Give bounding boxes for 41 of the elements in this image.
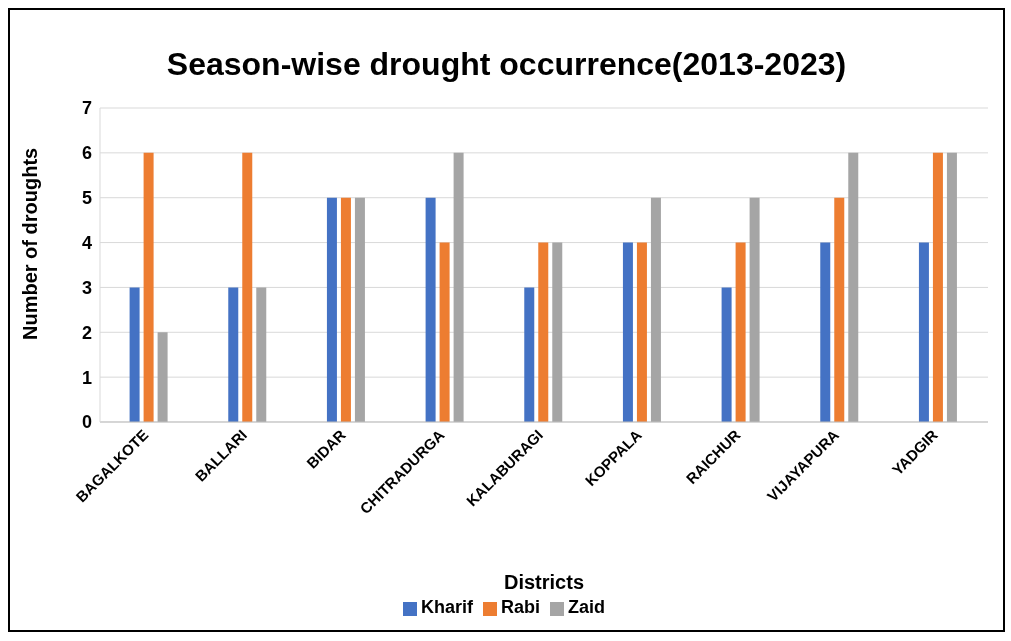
bar <box>735 242 746 422</box>
y-tick-label: 2 <box>81 322 92 343</box>
bar <box>946 152 957 422</box>
y-tick-label: 6 <box>81 143 92 164</box>
bar <box>552 242 563 422</box>
bar <box>749 197 760 422</box>
bar <box>143 152 154 422</box>
bar <box>256 287 267 422</box>
bar <box>848 152 859 422</box>
x-axis-title: Districts <box>503 571 585 593</box>
bar <box>622 242 633 422</box>
bar <box>834 197 845 422</box>
bar <box>538 242 549 422</box>
y-axis-title: Number of droughts <box>19 147 42 340</box>
y-tick-label: 7 <box>81 98 92 119</box>
bar <box>636 242 647 422</box>
bar <box>650 197 661 422</box>
y-tick-label: 3 <box>81 277 92 298</box>
legend-label: Rabi <box>500 597 540 617</box>
legend-label: Kharif <box>420 597 473 617</box>
bar <box>820 242 831 422</box>
bar <box>340 197 351 422</box>
bar <box>425 197 436 422</box>
bar <box>326 197 337 422</box>
bar <box>932 152 943 422</box>
legend-label: Zaid <box>568 597 606 617</box>
bar <box>453 152 464 422</box>
y-tick-label: 4 <box>81 232 92 253</box>
bar <box>242 152 253 422</box>
bar <box>228 287 239 422</box>
y-tick-label: 0 <box>81 412 92 433</box>
bar <box>524 287 535 422</box>
y-tick-label: 1 <box>81 367 92 388</box>
chart-title: Season-wise drought occurrence(2013-2023) <box>165 46 848 84</box>
bar <box>157 332 168 422</box>
bar <box>129 287 140 422</box>
bar <box>439 242 450 422</box>
y-tick-label: 5 <box>81 188 92 209</box>
bar <box>721 287 732 422</box>
bar <box>354 197 365 422</box>
bar <box>918 242 929 422</box>
